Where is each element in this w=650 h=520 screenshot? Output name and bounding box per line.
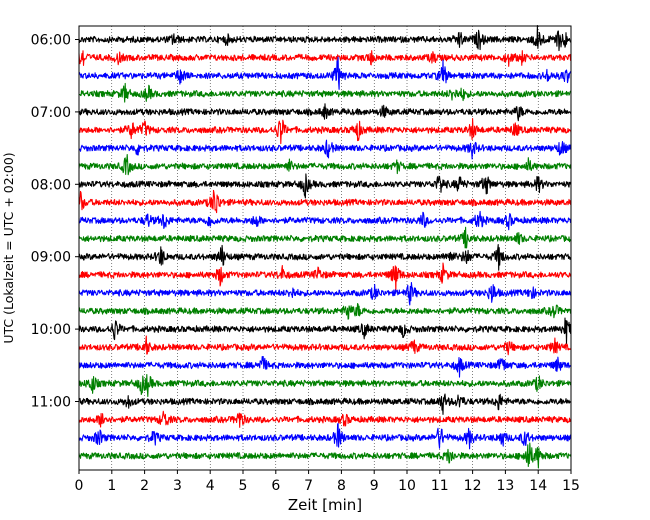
y-tick-label: 08:00: [31, 177, 71, 193]
x-tick-label: 6: [271, 478, 280, 494]
x-tick-label: 0: [75, 478, 84, 494]
trace-0615: [78, 50, 572, 67]
x-tick-label: 1: [107, 478, 116, 494]
trace-0700: [78, 103, 572, 122]
x-tick-label: 7: [304, 478, 313, 494]
x-tick-label: 14: [529, 478, 547, 494]
trace-0915: [78, 262, 572, 292]
y-tick-label: 10:00: [31, 322, 71, 338]
x-tick-label: 3: [173, 478, 182, 494]
x-tick-label: 11: [431, 478, 449, 494]
trace-1100: [78, 393, 572, 415]
trace-0930: [78, 281, 572, 306]
trace-0900: [78, 244, 572, 271]
x-tick-label: 10: [398, 478, 416, 494]
trace-0630: [78, 56, 572, 90]
trace-0815: [78, 189, 572, 214]
x-tick-label: 8: [337, 478, 346, 494]
trace-0800: [78, 173, 572, 199]
x-tick-label: 12: [464, 478, 482, 494]
trace-0730: [78, 139, 572, 160]
trace-0745: [78, 153, 572, 176]
x-tick-label: 13: [496, 478, 514, 494]
trace-0600: [78, 24, 572, 52]
x-tick-label: 4: [206, 478, 215, 494]
y-tick-label: 11:00: [31, 395, 71, 411]
x-tick-label: 15: [562, 478, 580, 494]
trace-1130: [78, 422, 572, 450]
trace-1145: [78, 442, 572, 469]
trace-1000: [78, 317, 572, 345]
trace-0845: [78, 226, 572, 249]
trace-1045: [78, 374, 572, 398]
y-tick-label: 06:00: [31, 33, 71, 49]
x-tick-label: 9: [370, 478, 379, 494]
y-axis-label: UTC (Lokalzeit = UTC + 02:00): [1, 152, 16, 343]
trace-0645: [78, 82, 572, 103]
x-tick-label: 2: [140, 478, 149, 494]
trace-1115: [78, 410, 572, 428]
y-axis-ticks: 06:00 07:00 08:00 09:00 10:00 11:00: [31, 33, 79, 411]
vertical-grid: [111, 26, 539, 470]
trace-1015: [78, 335, 572, 356]
x-axis-label: Zeit [min]: [288, 496, 362, 514]
plot-frame: [78, 25, 572, 471]
trace-1030: [78, 356, 572, 378]
x-tick-label: 5: [239, 478, 248, 494]
trace-0715: [78, 118, 572, 145]
y-tick-label: 09:00: [31, 250, 71, 266]
trace-0945: [78, 303, 572, 320]
y-tick-label: 07:00: [31, 105, 71, 121]
helicorder-traces: [78, 24, 572, 469]
x-axis-ticks: 0 1 2 3 4 5 6 7 8 9 10 11 12 13 14 15: [75, 470, 580, 494]
trace-0830: [78, 210, 572, 231]
